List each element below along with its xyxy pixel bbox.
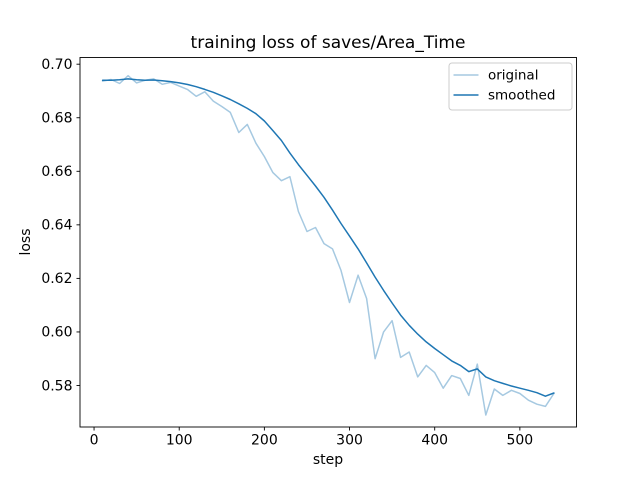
y-axis-ticks: 0.58 0.60 0.62 0.64 0.66 0.68 0.70: [41, 57, 80, 394]
x-axis-ticks: 0 100 200 300 400 500: [90, 427, 533, 449]
y-tick-label: 0.62: [41, 271, 72, 287]
x-tick-label: 0: [90, 433, 99, 449]
x-axis-label: step: [313, 452, 343, 468]
x-tick-label: 400: [421, 433, 448, 449]
chart-title: training loss of saves/Area_Time: [191, 33, 466, 53]
y-tick-label: 0.60: [41, 325, 72, 341]
legend-label-smoothed: smoothed: [488, 88, 555, 104]
legend-label-original: original: [488, 68, 538, 84]
y-tick-label: 0.58: [41, 378, 72, 394]
legend-box: [448, 62, 573, 111]
axes-frame: [79, 57, 577, 428]
series-original: [101, 74, 555, 416]
x-tick-label: 100: [166, 433, 193, 449]
series-smoothed: [101, 78, 555, 397]
x-tick-label: 300: [336, 433, 363, 449]
x-tick-label: 200: [251, 433, 278, 449]
x-tick-label: 500: [506, 433, 533, 449]
y-tick-label: 0.64: [41, 218, 72, 234]
y-axis-label: loss: [18, 228, 34, 255]
y-tick-label: 0.66: [41, 164, 72, 180]
y-tick-label: 0.68: [41, 111, 72, 127]
plot-series: [101, 74, 555, 416]
legend: original smoothed: [448, 62, 573, 111]
y-tick-label: 0.70: [41, 57, 72, 73]
